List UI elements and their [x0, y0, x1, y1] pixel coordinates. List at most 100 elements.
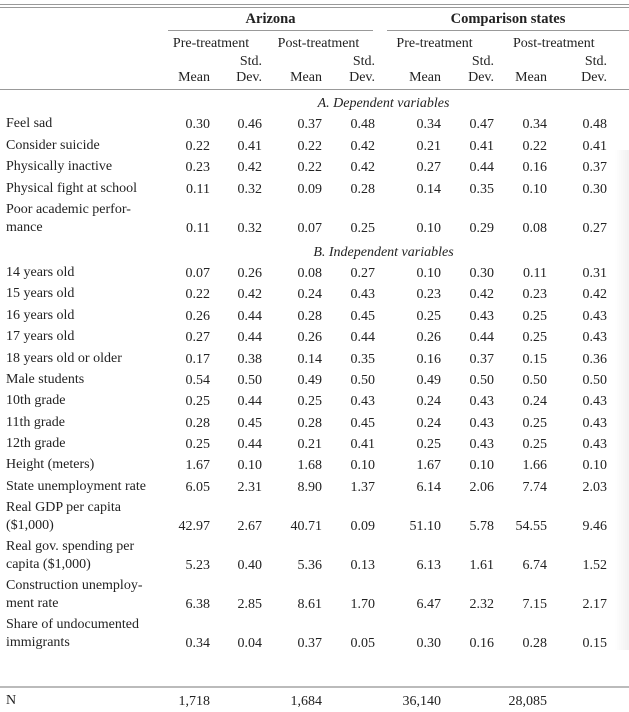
std-dev-cell: 0.05 [350, 635, 376, 651]
n-cell: 1,684 [290, 693, 323, 709]
std-dev-cell: 0.27 [350, 265, 376, 281]
mean-cell: 0.34 [185, 635, 211, 651]
std-dev-cell: 0.09 [350, 518, 376, 534]
row-label: Physical fight at school [6, 180, 138, 196]
std-dev-cell: 0.43 [582, 308, 608, 324]
std-dev-cell: 0.43 [469, 437, 495, 453]
row-label: Height (meters) [6, 457, 95, 473]
std-dev-cell: 0.37 [582, 160, 608, 176]
row-label: Consider suicide [6, 137, 100, 153]
summary-statistics-table-page: Arizona Comparison states Pre-treatment … [0, 4, 629, 709]
blank [0, 33, 160, 54]
std-dev-header: Dev. [322, 70, 375, 90]
row-label: Construction unemploy-ment rate [6, 577, 143, 611]
std-dev-cell: 0.10 [582, 458, 608, 474]
std-dev-cell: 0.16 [469, 635, 495, 651]
std-dev-cell: 0.44 [469, 330, 495, 346]
mean-cell: 1.67 [416, 458, 442, 474]
mean-cell: 6.05 [185, 479, 211, 495]
std-dev-cell: 1.52 [582, 557, 608, 573]
mean-cell: 0.09 [297, 181, 323, 197]
mean-cell: 0.26 [185, 308, 211, 324]
mean-cell: 0.25 [416, 437, 442, 453]
mean-cell: 0.14 [297, 351, 323, 367]
mean-cell: 0.22 [297, 138, 323, 154]
std-dev-cell: 0.41 [582, 138, 608, 154]
mean-cell: 0.25 [522, 308, 548, 324]
std-dev-cell: 2.03 [582, 479, 608, 495]
table-row: Physical fight at school 0.11 0.32 0.09 0.28… [0, 178, 629, 199]
table-row: 12th grade 0.25 0.44 0.21 0.41 0.25 0.43 0.25 0.… [0, 434, 629, 455]
table-row: 16 years old 0.26 0.44 0.28 0.45 0.25 0.43 0.25… [0, 305, 629, 326]
row-label: 17 years old [6, 329, 75, 345]
n-row: N 1,718 1,684 36,140 28,085 [0, 654, 629, 712]
blank [262, 54, 322, 70]
blank [607, 70, 629, 90]
table-row: 15 years old 0.22 0.42 0.24 0.43 0.23 0.42 0.23… [0, 284, 629, 305]
mean-cell: 0.25 [297, 394, 323, 410]
table-row: 14 years old 0.07 0.26 0.08 0.27 0.10 0.30 0.11… [0, 263, 629, 284]
mean-cell: 7.74 [522, 479, 548, 495]
std-dev-cell: 2.17 [582, 596, 608, 612]
mean-cell: 8.90 [297, 479, 323, 495]
std-dev-header: Dev. [210, 70, 262, 90]
n-cell [322, 654, 375, 712]
std-dev-cell: 0.43 [582, 330, 608, 346]
mean-cell: 0.08 [297, 265, 323, 281]
std-dev-cell: 0.25 [350, 220, 376, 236]
n-cell: 36,140 [402, 693, 442, 709]
mean-cell: 0.25 [522, 415, 548, 431]
mean-cell: 42.97 [178, 518, 211, 534]
mean-cell: 0.37 [297, 117, 323, 133]
std-dev-cell: 0.27 [582, 220, 608, 236]
std-dev-cell: 2.32 [469, 596, 495, 612]
std-dev-cell: 0.43 [350, 287, 376, 303]
mean-cell: 0.14 [416, 181, 442, 197]
std-dev-cell: 0.41 [350, 437, 376, 453]
std-dev-cell: 0.28 [350, 181, 376, 197]
n-cell: 28,085 [508, 693, 548, 709]
group-header-comparison: Comparison states [375, 8, 629, 33]
period-header: Pre-treatment [396, 35, 473, 51]
mean-cell: 5.36 [297, 557, 323, 573]
std-dev-cell: 0.42 [350, 138, 376, 154]
std-dev-cell: 0.44 [237, 437, 263, 453]
blank [0, 54, 160, 70]
mean-cell: 0.15 [522, 351, 548, 367]
std-dev-cell: 0.41 [237, 138, 263, 154]
mean-cell: 0.30 [185, 117, 211, 133]
mean-header: Mean [494, 70, 547, 90]
std-dev-cell: 0.44 [237, 308, 263, 324]
table-row: 10th grade 0.25 0.44 0.25 0.43 0.24 0.43 0.24 0.… [0, 391, 629, 412]
std-dev-cell: 0.10 [350, 458, 376, 474]
blank [607, 54, 629, 70]
std-dev-cell: 0.10 [237, 458, 263, 474]
mean-cell: 0.24 [297, 287, 323, 303]
mean-cell: 40.71 [290, 518, 323, 534]
mean-cell: 0.28 [522, 635, 548, 651]
mean-cell: 0.21 [297, 437, 323, 453]
std-dev-cell: 0.29 [469, 220, 495, 236]
mean-cell: 51.10 [409, 518, 442, 534]
mean-cell: 0.25 [416, 308, 442, 324]
std-dev-cell: 0.42 [469, 287, 495, 303]
mean-cell: 0.08 [522, 220, 548, 236]
blank [607, 654, 629, 712]
mean-cell: 0.34 [416, 117, 442, 133]
table-row: 18 years old or older 0.17 0.38 0.14 0.35 0.1… [0, 348, 629, 369]
std-dev-cell: 9.46 [582, 518, 608, 534]
mean-cell: 0.10 [416, 220, 442, 236]
group-label: Comparison states [387, 11, 629, 31]
std-header-top: Std. [471, 54, 494, 69]
std-dev-cell: 0.37 [469, 351, 495, 367]
std-dev-cell: 0.15 [582, 635, 608, 651]
mean-cell: 0.28 [297, 308, 323, 324]
mean-cell: 8.61 [297, 596, 323, 612]
std-dev-cell: 0.44 [350, 330, 376, 346]
table-row: Real gov. spending per capita ($1,000) 5.2… [0, 537, 629, 576]
mean-cell: 0.11 [186, 220, 210, 236]
std-dev-cell: 0.30 [469, 265, 495, 281]
std-dev-cell: 0.44 [469, 160, 495, 176]
std-dev-cell: 0.35 [350, 351, 376, 367]
blank [494, 54, 547, 70]
